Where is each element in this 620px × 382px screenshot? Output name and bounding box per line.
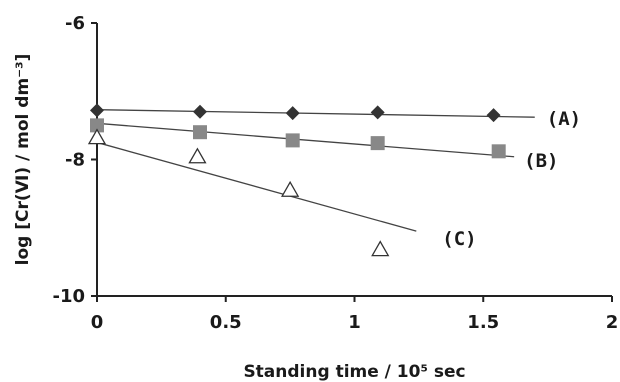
- x-ticks: 0 0.5 1 1.5 2: [91, 296, 619, 333]
- square-marker: [370, 136, 385, 151]
- diamond-marker: [370, 105, 385, 120]
- series-label: (A): [547, 108, 581, 130]
- trendline: [96, 109, 535, 118]
- diamond-marker: [90, 103, 104, 118]
- y-tick-label: -10: [52, 286, 85, 307]
- square-marker: [491, 144, 506, 159]
- x-tick-label: 1.5: [467, 312, 499, 333]
- triangle-marker: [371, 240, 390, 257]
- series-labels: (A) (B) (C): [442, 108, 581, 250]
- triangle-marker: [281, 180, 300, 197]
- diamond-marker: [486, 108, 501, 123]
- series-label: (B): [524, 150, 558, 172]
- triangle-marker: [188, 147, 207, 164]
- series-label: (C): [442, 228, 476, 250]
- trendline: [96, 141, 417, 232]
- x-tick-label: 0: [91, 312, 104, 333]
- axes: -6 -8 -10 0 0.5 1 1.5 2: [52, 13, 618, 333]
- y-axis-title: log [Cr(Ⅵ) / mol dm⁻³]: [13, 54, 33, 266]
- data-markers: [87, 103, 506, 257]
- square-marker: [285, 133, 300, 148]
- diamond-marker: [285, 106, 300, 121]
- y-ticks: -6 -8 -10: [52, 13, 97, 307]
- x-axis-title: Standing time / 10⁵ sec: [243, 362, 465, 382]
- square-marker: [193, 125, 207, 140]
- trendline: [96, 122, 515, 158]
- x-tick-label: 0.5: [210, 312, 242, 333]
- triangle-marker: [87, 128, 107, 145]
- diamond-marker: [193, 104, 207, 119]
- x-tick-label: 2: [606, 312, 619, 333]
- trendlines: [96, 109, 535, 232]
- x-tick-label: 1: [348, 312, 361, 333]
- y-tick-label: -8: [65, 150, 85, 171]
- y-tick-label: -6: [65, 13, 85, 34]
- square-marker: [90, 118, 104, 133]
